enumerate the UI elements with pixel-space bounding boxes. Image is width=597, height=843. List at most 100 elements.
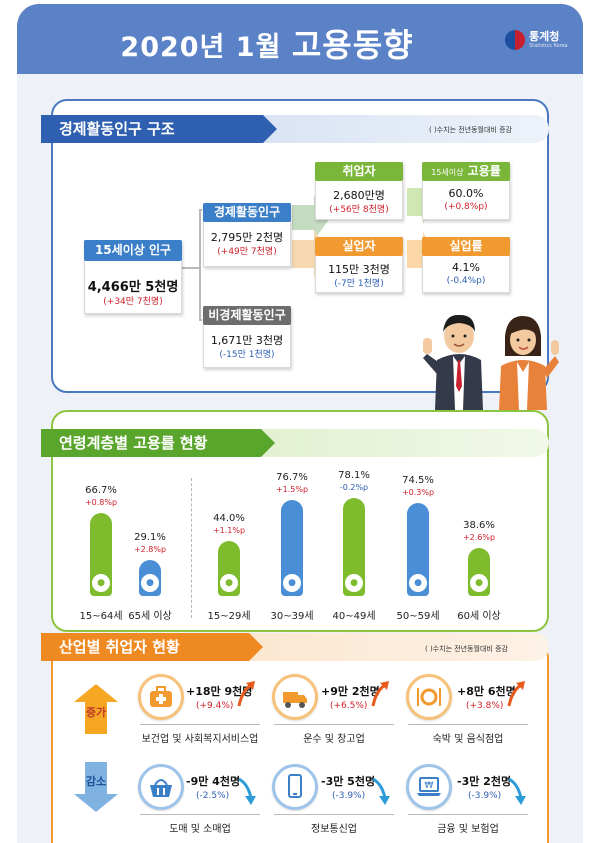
industry-value: +8만 6천명 [457,685,516,698]
age-bar-category: 60세 이상 [457,611,501,622]
inactive-change: (-15만 1천명) [219,350,275,360]
employment-rate-label-prefix: 15세이상 [431,168,464,177]
medical-kit-icon [138,674,184,720]
age-bar-change: +2.8%p [133,544,167,554]
industry-value: +18만 9천명 [186,685,253,698]
person-doc-icon: ● [141,574,159,592]
increase-label: 증가 [85,706,107,719]
age-bar-value: 78.1% [338,470,370,482]
industry-underline [140,814,260,815]
industry-change: (+6.5%) [330,701,368,711]
title-date: 2020년 1월 [120,32,282,63]
industry-change: (-3.9%) [332,791,366,801]
person-doc-icon: ● [92,574,110,592]
age-bar-change: +0.8%p [84,497,118,507]
inactive-label: 비경제활동인구 [203,306,291,325]
laptop-won-icon: ₩ [406,764,452,810]
decrease-arrow-icon [74,762,118,812]
active-label: 경제활동인구 [203,203,291,222]
industry-heading: 산업별 취업자 현황 [59,638,180,656]
industry-name: 보건업 및 사회복지서비스업 [141,734,259,745]
increase-arrow-icon [74,684,118,734]
truck-icon [272,674,318,720]
age-bar-change: +2.6%p [462,532,496,542]
trend-down-icon [508,777,526,805]
age-bar-change: +1.1%p [212,526,246,535]
age-divider [191,478,192,618]
trend-down-icon [372,777,390,805]
header-banner: 2020년 1월 고용동향 통계청 Statistics Korea [17,4,583,74]
inactive-value: 1,671만 3천명 [210,334,284,347]
industry-value: -9만 4천명 [186,775,241,788]
person-doc-icon: ● [220,574,238,592]
employed-change: (+56만 8천명) [329,205,389,215]
age-bar-value: 44.0% [213,513,245,524]
unemployed-change: (-7만 1천명) [334,279,384,289]
workers-illustration [423,314,559,410]
industry-change: (+3.8%) [466,701,504,711]
age-bar-category: 15~64세 [79,611,123,622]
employment-rate-label: 15세이상 고용률 [422,162,510,181]
dining-icon [406,674,452,720]
industry-change: (+9.4%) [196,701,234,711]
decrease-label: 감소 [85,775,107,788]
age-bar-category: 30~39세 [270,611,314,622]
industry-value: +9만 2천명 [321,685,380,698]
employment-rate-value: 60.0% [448,187,484,200]
businesswoman-figure [499,316,559,410]
person-doc-icon: ● [409,574,427,592]
industry-name: 숙박 및 음식점업 [432,734,504,745]
age-bar-value: 74.5% [402,474,434,486]
industry-name: 정보통신업 [311,824,357,835]
employment-rate-change: (+0.8%p) [444,202,488,212]
structure-heading-shape [41,115,277,143]
trend-up-icon [237,681,255,707]
age-bar-change: +0.3%p [401,487,435,497]
age-bar-change: +1.5%p [275,485,309,495]
logo-text: 통계청 [529,30,560,43]
industry-value: -3만 2천명 [457,775,512,788]
industry-underline [274,724,394,725]
shopping-basket-icon [138,764,184,810]
industry-note: ( )수치는 전년동월대비 증감 [425,645,508,653]
person-doc-icon: ● [470,574,488,592]
employment-rate-label-main: 고용률 [467,164,501,178]
industry-name: 운수 및 창고업 [303,734,365,745]
trend-down-icon [238,777,256,805]
title-main: 고용동향 [291,26,414,64]
age-bar-value: 76.7% [276,472,308,484]
age-bar-value: 66.7% [85,484,117,496]
age-heading: 연령계층별 고용률 현황 [59,434,208,452]
industry-name: 도매 및 소매업 [169,824,231,835]
smartphone-icon [272,764,318,810]
structure-note: ( )수치는 전년동월대비 증감 [429,126,512,134]
age-bar-value: 29.1% [134,531,166,543]
industry-name: 금융 및 보험업 [437,824,499,835]
industry-change: (-3.9%) [468,791,502,801]
trend-up-icon [507,681,525,707]
pop15-change: (+34만 7천명) [103,297,163,307]
unemployed-label: 실업자 [315,237,403,256]
age-bar-value: 38.6% [463,519,495,531]
employed-label: 취업자 [315,162,403,181]
unemployed-value: 115만 3천명 [328,263,390,276]
unemployment-rate-label: 실업률 [422,237,510,256]
age-bar [281,500,303,596]
industry-underline [140,724,260,725]
person-doc-icon: ● [345,574,363,592]
person-doc-icon: ● [283,574,301,592]
statistics-korea-logo: 통계청 Statistics Korea [505,26,568,56]
age-bar [343,498,365,596]
pop15-label: 15세이상 인구 [84,240,182,261]
age-bar-category: 40~49세 [332,611,376,622]
taeguk-icon [505,30,525,50]
page-title: 2020년 1월 고용동향 [17,20,517,66]
industry-value: -3만 5천명 [321,775,376,788]
industry-underline [274,814,394,815]
pop15-value: 4,466만 5천명 [87,280,179,295]
age-bar-category: 65세 이상 [128,611,172,622]
age-bar-category: 15~29세 [207,611,251,622]
employed-value: 2,680만명 [333,189,385,202]
industry-underline [408,724,528,725]
industry-underline [408,814,528,815]
